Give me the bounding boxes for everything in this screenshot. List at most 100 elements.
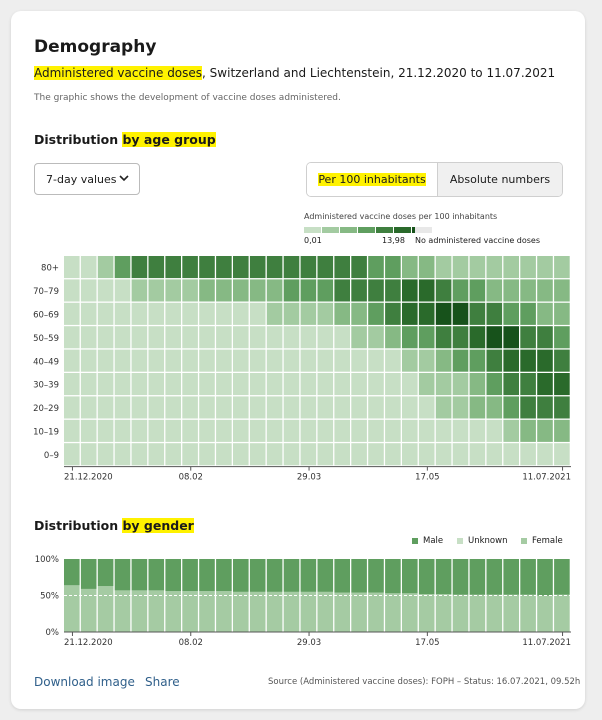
download-image-link[interactable]: Download image [34, 675, 135, 689]
heat-cell [503, 279, 519, 302]
page-title: Demography [34, 37, 157, 57]
heat-cell [182, 256, 198, 279]
heat-cell [317, 443, 334, 466]
heat-cell [452, 419, 469, 442]
heat-cell [554, 326, 570, 349]
bar-female [182, 591, 198, 632]
heat-cell [435, 396, 452, 419]
heat-cell [148, 279, 165, 302]
legend-unknown-label: Unknown [468, 536, 508, 546]
share-link[interactable]: Share [145, 675, 180, 689]
interval-select[interactable]: 7-day values [34, 163, 140, 195]
heat-cell [503, 396, 519, 419]
heat-cell [131, 349, 148, 372]
heat-cell [537, 349, 553, 372]
heat-cell [199, 419, 215, 442]
heat-cell [233, 302, 249, 325]
heat-cell [486, 256, 503, 279]
heat-cell [351, 396, 367, 419]
heat-cell [216, 396, 232, 419]
heat-cell [216, 279, 232, 302]
heat-cell [503, 373, 519, 396]
heat-cell [233, 396, 249, 419]
heat-cell [249, 302, 266, 325]
heat-cell [165, 256, 181, 279]
heat-cell [537, 256, 553, 279]
heat-cell [131, 256, 148, 279]
bar-female [199, 591, 215, 632]
heat-cell [334, 373, 350, 396]
heat-cell [199, 302, 215, 325]
heat-cell [520, 443, 536, 466]
heat-cell [469, 279, 486, 302]
heat-cell [385, 349, 401, 372]
heat-cell [418, 279, 435, 302]
heat-cell [537, 302, 553, 325]
heat-cell [452, 443, 469, 466]
heat-cell [452, 302, 469, 325]
gender-title-highlight: by gender [122, 518, 194, 533]
heat-cell [283, 349, 300, 372]
bar-male [131, 559, 148, 591]
heat-cell [64, 279, 80, 302]
bar-male [283, 559, 300, 592]
heat-cell [520, 349, 536, 372]
subtitle: Administered vaccine doses, Switzerland … [34, 66, 555, 80]
heat-cell [97, 279, 114, 302]
heat-cell [452, 396, 469, 419]
heat-cell [300, 326, 317, 349]
heat-cell [300, 302, 317, 325]
heat-cell [182, 326, 198, 349]
bar-female [266, 591, 283, 632]
heat-cell [266, 326, 283, 349]
heat-cell [385, 279, 401, 302]
bar-female [131, 590, 148, 632]
heat-cell [182, 279, 198, 302]
x-tick-label: 17.05 [415, 473, 439, 483]
absolute-numbers-button[interactable]: Absolute numbers [437, 163, 562, 196]
row-label: 10–19 [33, 428, 59, 438]
heat-cell [351, 326, 367, 349]
bar-female [402, 593, 418, 632]
heat-cell [486, 349, 503, 372]
heat-cell [351, 279, 367, 302]
heat-cell [114, 349, 131, 372]
heat-cell [402, 256, 418, 279]
heat-cell [131, 443, 148, 466]
y-tick-label: 0% [46, 628, 60, 638]
chevron-down-icon [119, 175, 129, 182]
heat-cell [486, 279, 503, 302]
heat-cell [249, 419, 266, 442]
heat-cell [97, 443, 114, 466]
heat-cell [317, 279, 334, 302]
bar-male [435, 559, 452, 595]
heat-cell [148, 396, 165, 419]
x-tick-label: 08.02 [179, 638, 203, 648]
heat-cell [435, 373, 452, 396]
heat-cell [435, 279, 452, 302]
heat-cell [503, 256, 519, 279]
heat-cell [452, 349, 469, 372]
per-100-button[interactable]: Per 100 inhabitants [307, 163, 437, 196]
heat-cell [554, 443, 570, 466]
bar-male [351, 559, 367, 593]
heat-cell [554, 373, 570, 396]
bar-male [266, 559, 283, 592]
heat-cell [385, 443, 401, 466]
heat-cell [317, 349, 334, 372]
heat-cell [64, 419, 80, 442]
heat-cell [165, 419, 181, 442]
legend-scale-swatch [376, 227, 393, 233]
bar-male [249, 559, 266, 592]
heat-cell [435, 302, 452, 325]
heat-cell [351, 443, 367, 466]
heat-cell [148, 302, 165, 325]
heat-cell [469, 443, 486, 466]
heat-cell [114, 326, 131, 349]
bar-female [503, 594, 519, 632]
legend-female-label: Female [532, 536, 563, 546]
heat-cell [165, 396, 181, 419]
bar-female [97, 586, 114, 632]
heat-cell [418, 349, 435, 372]
x-tick-label: 11.07.2021 [522, 638, 571, 648]
